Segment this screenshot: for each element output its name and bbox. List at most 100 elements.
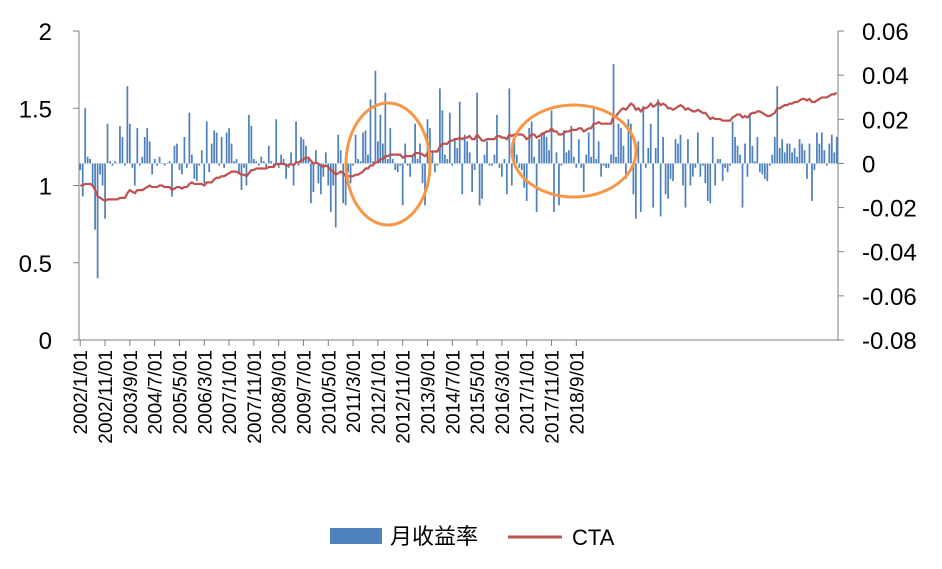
- x-tick-label: 2012/11/01: [394, 350, 415, 444]
- bar: [176, 143, 178, 164]
- bar: [771, 154, 774, 164]
- bar: [334, 163, 337, 228]
- bar: [540, 132, 543, 164]
- right-tick-label: 0.06: [862, 19, 909, 46]
- bar: [364, 130, 367, 164]
- bar: [94, 163, 96, 230]
- bar: [493, 154, 496, 164]
- bar: [399, 163, 402, 166]
- bar: [106, 123, 109, 164]
- bar: [835, 136, 838, 164]
- bar: [386, 159, 389, 164]
- x-tick-label: 2017/1/01: [518, 350, 539, 435]
- bar: [759, 163, 761, 173]
- bar: [617, 123, 620, 164]
- bar: [699, 163, 702, 177]
- bar: [163, 163, 166, 166]
- bar: [501, 163, 503, 177]
- bar: [384, 92, 387, 164]
- bar: [694, 163, 697, 168]
- bar: [642, 106, 645, 164]
- x-tick-label: 2007/11/01: [245, 350, 266, 444]
- bar: [741, 163, 744, 208]
- bar: [577, 139, 580, 164]
- bar: [828, 143, 831, 164]
- bar: [565, 152, 568, 164]
- right-tick-label: -0.06: [862, 284, 917, 311]
- bar: [126, 86, 129, 164]
- bar: [597, 141, 600, 164]
- bar: [332, 163, 335, 186]
- bar: [205, 121, 208, 164]
- bar: [550, 110, 553, 164]
- bar: [285, 163, 287, 179]
- bar: [443, 154, 446, 164]
- bar: [744, 143, 746, 164]
- left-tick-label: 1: [39, 174, 52, 201]
- bar: [560, 163, 563, 166]
- bar: [404, 143, 407, 164]
- bar: [337, 134, 340, 164]
- bar: [434, 163, 436, 173]
- bar: [436, 163, 439, 166]
- bar: [654, 147, 657, 164]
- bar: [354, 134, 357, 164]
- bar: [503, 159, 506, 164]
- bar: [607, 163, 610, 168]
- bar: [381, 143, 384, 164]
- bar: [300, 136, 302, 164]
- bar: [756, 136, 759, 164]
- bar: [555, 152, 558, 164]
- x-tick-label: 2015/5/01: [468, 350, 489, 435]
- bar: [441, 110, 444, 164]
- bar: [471, 163, 474, 193]
- bar: [119, 125, 121, 164]
- bar: [711, 136, 714, 164]
- bar: [518, 163, 521, 168]
- bar: [818, 143, 821, 164]
- bar: [520, 163, 523, 171]
- bar: [719, 159, 722, 164]
- bar: [791, 152, 793, 164]
- bar: [109, 161, 111, 164]
- bar: [243, 163, 245, 168]
- bar: [763, 163, 766, 179]
- bar: [446, 159, 449, 164]
- bar: [391, 159, 394, 164]
- bar: [99, 163, 101, 175]
- x-tick-label: 2013/9/01: [419, 350, 440, 435]
- bar: [558, 163, 560, 206]
- bar: [344, 163, 347, 206]
- bar: [506, 163, 508, 195]
- bar: [275, 119, 278, 164]
- bar: [133, 163, 136, 186]
- legend-label-bars: 月收益率: [390, 524, 478, 549]
- bar: [230, 143, 233, 164]
- bar: [305, 145, 307, 164]
- bar: [183, 136, 186, 164]
- bar: [481, 163, 483, 199]
- bar: [448, 112, 451, 164]
- annotation-layer: [344, 101, 638, 227]
- bar: [114, 161, 116, 164]
- bar: [528, 128, 531, 164]
- x-tick-label: 2003/9/01: [121, 350, 142, 435]
- bar: [776, 86, 779, 164]
- bar: [369, 99, 372, 164]
- bar: [136, 128, 139, 164]
- bar: [91, 163, 94, 186]
- bar: [143, 136, 146, 164]
- right-tick-label: 0: [862, 151, 875, 178]
- bar: [587, 132, 590, 164]
- bar: [238, 163, 240, 173]
- left-tick-label: 0: [39, 328, 52, 355]
- bar: [468, 152, 471, 164]
- bar: [568, 150, 570, 164]
- bar: [218, 163, 221, 166]
- bar: [322, 163, 325, 177]
- bar: [173, 145, 176, 164]
- bar: [610, 154, 612, 164]
- bar: [768, 163, 771, 166]
